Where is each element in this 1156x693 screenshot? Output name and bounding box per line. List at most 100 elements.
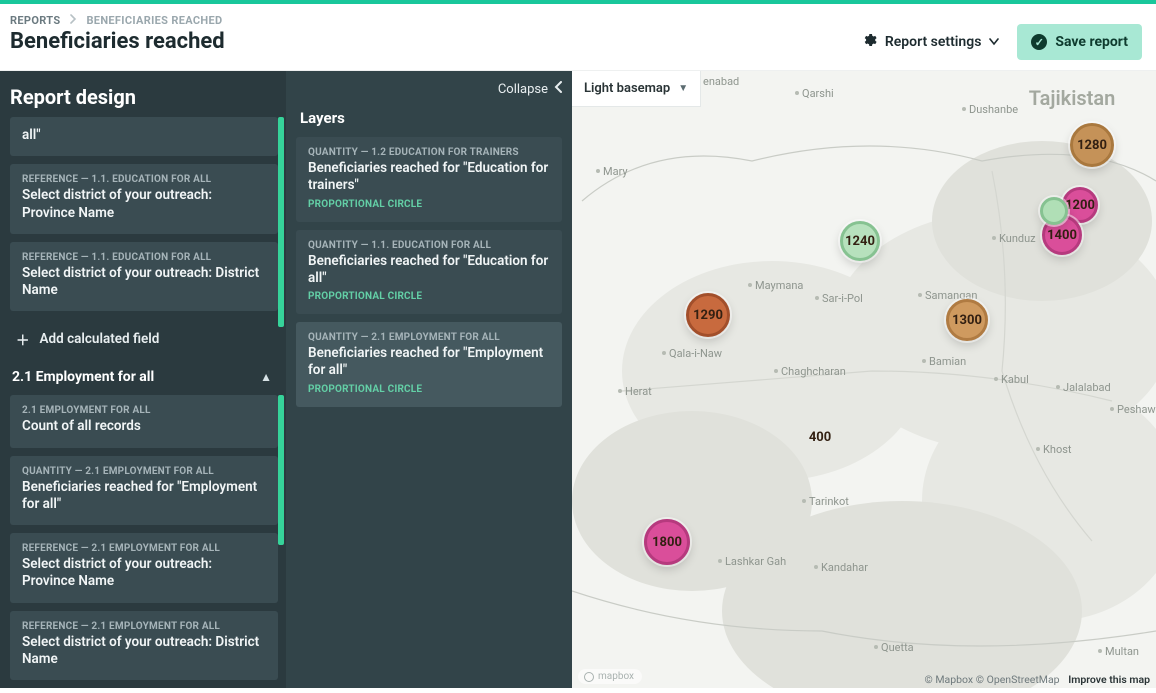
city-dot	[815, 296, 819, 300]
page-header: REPORTS BENEFICIARIES REACHED Beneficiar…	[0, 4, 1156, 71]
city-dot	[918, 293, 922, 297]
city-dot	[802, 499, 806, 503]
attrib-mapbox[interactable]: © Mapbox	[925, 673, 974, 686]
map-panel[interactable]: Light basemap ▼ enabadQarshiDushanbeMary…	[572, 71, 1156, 688]
layer-style-type: PROPORTIONAL CIRCLE	[308, 384, 550, 395]
plus-icon: ＋	[16, 329, 30, 349]
layer-card[interactable]: QUANTITY — 1.2 EDUCATION FOR TRAINERSBen…	[296, 137, 562, 222]
attrib-osm[interactable]: © OpenStreetMap	[976, 673, 1060, 686]
triangle-down-icon: ▼	[678, 83, 688, 94]
city-label: Tarinkot	[809, 495, 849, 508]
city-label: Jalalabad	[1063, 381, 1111, 394]
scroll-rail-indicator	[278, 395, 284, 545]
field-label: Select district of your outreach: Provin…	[22, 556, 266, 591]
field-card[interactable]: REFERENCE — 2.1 EMPLOYMENT FOR ALLSelect…	[10, 611, 278, 681]
city-dot	[774, 369, 778, 373]
layer-meta: QUANTITY — 1.1. EDUCATION FOR ALL	[308, 240, 550, 251]
map-bubble[interactable]: 1290	[686, 293, 730, 337]
report-design-scroll[interactable]: all" REFERENCE — 1.1. EDUCATION FOR ALLSe…	[0, 117, 286, 688]
collapse-panel-button[interactable]: Collapse	[286, 71, 572, 103]
city-label: Kabul	[1001, 373, 1029, 386]
map-bubble-value: 1280	[1077, 138, 1107, 153]
map-bubble[interactable]: 1240	[840, 221, 880, 261]
map-canvas[interactable]: enabadQarshiDushanbeMaryKunduzMaymanaSar…	[572, 71, 1156, 688]
header-actions: Report settings ✓ Save report	[861, 24, 1142, 60]
map-bubble-value: 1200	[1065, 198, 1095, 213]
city-label: Chaghcharan	[781, 365, 846, 378]
report-design-panel: Report design all" REFERENCE — 1.1. EDUCA…	[0, 71, 286, 688]
chevron-left-icon	[554, 81, 564, 97]
add-calculated-field-label: Add calculated field	[40, 331, 160, 347]
layer-label: Beneficiaries reached for "Employment fo…	[308, 345, 550, 380]
city-label: enabad	[703, 75, 739, 88]
chevron-right-icon	[68, 14, 78, 27]
city-label: Maymana	[755, 279, 803, 292]
city-label: Herat	[625, 385, 652, 398]
city-dot	[596, 169, 600, 173]
city-label: Bamian	[929, 355, 966, 368]
map-attribution: © Mapbox © OpenStreetMap Improve this ma…	[925, 673, 1150, 686]
field-card[interactable]: REFERENCE — 1.1. EDUCATION FOR ALLSelect…	[10, 242, 278, 312]
city-dot	[992, 236, 996, 240]
map-bubble-value: 400	[809, 430, 831, 445]
report-design-title: Report design	[0, 71, 286, 117]
layer-label: Beneficiaries reached for "Education for…	[308, 253, 550, 288]
layer-card[interactable]: QUANTITY — 1.1. EDUCATION FOR ALL Benefic…	[296, 230, 562, 315]
city-label: Lashkar Gah	[725, 555, 786, 568]
header-left: REPORTS BENEFICIARIES REACHED Beneficiar…	[10, 14, 225, 54]
map-bubble-value: 1240	[845, 234, 875, 249]
city-dot	[994, 377, 998, 381]
map-bubble[interactable]	[1040, 197, 1068, 225]
report-settings-label: Report settings	[885, 34, 982, 50]
city-label: Kunduz	[999, 232, 1036, 245]
save-report-button[interactable]: ✓ Save report	[1017, 24, 1142, 60]
city-label: Mary	[603, 165, 628, 178]
caret-up-icon: ▲	[260, 370, 272, 384]
layer-label: Beneficiaries reached for "Education for…	[308, 160, 550, 195]
field-card[interactable]: 2.1 EMPLOYMENT FOR ALLCount of all recor…	[10, 395, 278, 447]
city-dot	[962, 107, 966, 111]
map-bubble[interactable]: 1280	[1070, 123, 1114, 167]
layer-card[interactable]: QUANTITY — 2.1 EMPLOYMENT FOR ALL Benefic…	[296, 322, 562, 407]
layer-meta: QUANTITY — 2.1 EMPLOYMENT FOR ALL	[308, 332, 550, 343]
mapbox-logo-text: mapbox	[598, 671, 634, 682]
attrib-improve[interactable]: Improve this map	[1068, 673, 1150, 686]
field-label: Beneficiaries reached for "Employment fo…	[22, 479, 266, 514]
layer-style-type: PROPORTIONAL CIRCLE	[308, 199, 550, 210]
city-label: Qala-i-Naw	[669, 347, 723, 360]
breadcrumb-root[interactable]: REPORTS	[10, 14, 60, 27]
basemap-toggle[interactable]: Light basemap ▼	[572, 71, 701, 107]
field-meta: QUANTITY — 2.1 EMPLOYMENT FOR ALL	[22, 466, 266, 477]
report-settings-button[interactable]: Report settings	[861, 32, 1000, 52]
section-header-employment[interactable]: 2.1 Employment for all ▲	[10, 361, 278, 395]
breadcrumb-leaf: BENEFICIARIES REACHED	[86, 14, 222, 27]
caret-down-icon	[989, 34, 999, 50]
save-report-label: Save report	[1055, 34, 1128, 50]
collapse-label: Collapse	[498, 82, 548, 97]
city-dot	[795, 91, 799, 95]
fields-group-21: 2.1 EMPLOYMENT FOR ALLCount of all recor…	[10, 395, 278, 680]
map-bubble[interactable]: 1300	[946, 299, 988, 341]
layers-panel: Collapse Layers QUANTITY — 1.2 EDUCATION…	[286, 71, 572, 688]
field-card[interactable]: all"	[10, 117, 278, 156]
section-title: 2.1 Employment for all	[12, 369, 154, 385]
field-card[interactable]: QUANTITY — 2.1 EMPLOYMENT FOR ALL Benefic…	[10, 456, 278, 526]
map-bubble[interactable]: 1800	[644, 519, 690, 565]
field-meta: 2.1 EMPLOYMENT FOR ALL	[22, 405, 266, 416]
svg-text:Tajikistan: Tajikistan	[1029, 86, 1116, 110]
layers-list: QUANTITY — 1.2 EDUCATION FOR TRAINERSBen…	[286, 137, 572, 688]
scroll-rail-indicator	[278, 117, 284, 327]
city-dot	[618, 389, 622, 393]
city-label: Quetta	[881, 641, 914, 654]
city-dot	[922, 359, 926, 363]
map-bubble[interactable]: 400	[810, 427, 830, 447]
city-dot	[814, 565, 818, 569]
add-calculated-field-button[interactable]: ＋ Add calculated field	[10, 319, 278, 361]
field-card[interactable]: REFERENCE — 1.1. EDUCATION FOR ALLSelect…	[10, 164, 278, 234]
field-card[interactable]: REFERENCE — 2.1 EMPLOYMENT FOR ALLSelect…	[10, 533, 278, 603]
city-dot	[662, 351, 666, 355]
fields-group-top: all" REFERENCE — 1.1. EDUCATION FOR ALLSe…	[10, 117, 278, 311]
map-bubble-value: 1400	[1047, 228, 1077, 243]
city-label: Qarshi	[802, 87, 834, 100]
city-dot	[718, 559, 722, 563]
